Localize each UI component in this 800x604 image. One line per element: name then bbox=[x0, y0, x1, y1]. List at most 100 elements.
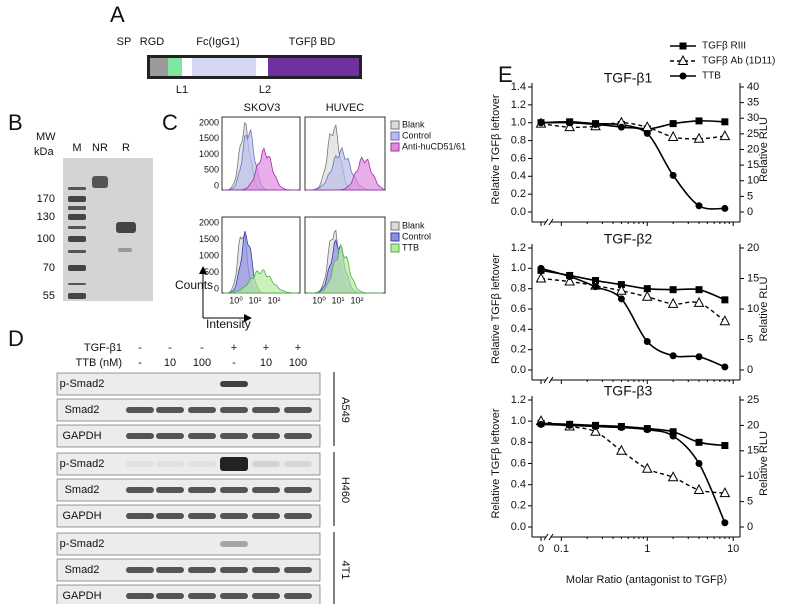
y2-tick-label: 10 bbox=[747, 303, 759, 315]
rgd-domain bbox=[168, 58, 182, 76]
marker-label: 55 bbox=[43, 290, 55, 302]
blot-band bbox=[284, 487, 312, 493]
column-label: SKOV3 bbox=[244, 102, 281, 114]
y-tick-label: 500 bbox=[204, 165, 219, 175]
marker bbox=[695, 353, 703, 361]
blot-band bbox=[252, 433, 280, 439]
condition-value: - bbox=[232, 357, 236, 369]
marker bbox=[721, 204, 729, 212]
x-tick-label: 10² bbox=[350, 295, 363, 305]
marker bbox=[643, 129, 651, 137]
axis-break bbox=[543, 376, 549, 384]
x-tick-label: 10⁰ bbox=[229, 295, 243, 305]
condition-value: - bbox=[138, 357, 142, 369]
blot-band bbox=[284, 433, 312, 439]
mw-label: MW bbox=[36, 131, 56, 143]
axis-break bbox=[548, 218, 554, 226]
tgfb-bd-domain bbox=[268, 58, 359, 76]
histogram bbox=[223, 269, 299, 294]
panel-label: C bbox=[162, 110, 178, 135]
condition-label: TGF-β1 bbox=[84, 342, 122, 354]
legend-label: TGFβ RIII bbox=[702, 41, 746, 52]
marker-band bbox=[68, 226, 86, 229]
marker bbox=[669, 352, 677, 360]
marker bbox=[616, 444, 627, 455]
marker bbox=[719, 487, 731, 498]
y-tick-label: 0.2 bbox=[511, 344, 526, 356]
y-axis-label: Relative TGFβ leftover bbox=[490, 254, 502, 364]
blot-label: p-Smad2 bbox=[60, 378, 105, 390]
marker bbox=[721, 363, 729, 371]
marker-band bbox=[68, 206, 86, 210]
marker bbox=[669, 171, 677, 179]
y2-tick-label: 5 bbox=[747, 190, 753, 202]
y-tick-label: 1500 bbox=[199, 234, 219, 244]
blot-label: GAPDH bbox=[62, 430, 101, 442]
blot-band bbox=[156, 513, 184, 519]
marker bbox=[566, 272, 574, 280]
axis-break bbox=[548, 533, 554, 541]
marker-label: 70 bbox=[43, 262, 55, 274]
arrow-head bbox=[199, 266, 207, 274]
blot-band bbox=[126, 593, 154, 599]
y2-tick-label: 20 bbox=[747, 143, 759, 155]
marker bbox=[721, 519, 729, 527]
axis-break bbox=[548, 376, 554, 384]
marker bbox=[695, 117, 703, 125]
blot-band bbox=[220, 513, 248, 519]
y2-tick-label: 0 bbox=[747, 521, 753, 533]
condition-value: + bbox=[231, 342, 237, 354]
marker bbox=[695, 286, 703, 294]
marker bbox=[721, 296, 729, 304]
y2-tick-label: 5 bbox=[747, 496, 753, 508]
x-tick-label: 10² bbox=[267, 295, 280, 305]
blot-band bbox=[126, 567, 154, 573]
marker bbox=[721, 442, 729, 450]
cell-line-label: A549 bbox=[339, 397, 351, 423]
y-tick-label: 0.4 bbox=[511, 323, 526, 335]
y2-tick-label: 35 bbox=[747, 97, 759, 109]
marker bbox=[537, 119, 545, 127]
linker bbox=[182, 58, 192, 76]
y-tick-label: 1000 bbox=[199, 149, 219, 159]
marker-label: 170 bbox=[37, 193, 55, 205]
blot-band bbox=[188, 487, 216, 493]
cell-line-label: 4T1 bbox=[339, 561, 351, 580]
y-tick-label: 0.6 bbox=[511, 457, 526, 469]
y-tick-label: 1.4 bbox=[511, 81, 526, 93]
sample-band bbox=[118, 248, 132, 252]
y-tick-label: 0.0 bbox=[511, 206, 526, 218]
legend-swatch bbox=[390, 142, 400, 152]
blot-band bbox=[126, 433, 154, 439]
y-tick-label: 0 bbox=[214, 180, 219, 190]
y-tick-label: 0.2 bbox=[511, 500, 526, 512]
blot-label: GAPDH bbox=[62, 590, 101, 602]
condition-value: 10 bbox=[260, 357, 272, 369]
y2-axis-label: Relative RLU bbox=[758, 277, 770, 342]
condition-value: 100 bbox=[193, 357, 211, 369]
blot-band bbox=[156, 407, 184, 413]
blot-band bbox=[126, 513, 154, 519]
y-axis-label: Relative TGFβ leftover bbox=[490, 94, 502, 204]
y-tick-label: 0.8 bbox=[511, 283, 526, 295]
marker bbox=[667, 130, 679, 141]
legend-marker bbox=[679, 42, 687, 50]
y2-tick-label: 5 bbox=[747, 333, 753, 345]
legend-label: TTB bbox=[702, 71, 721, 82]
y-axis-label: Counts bbox=[175, 278, 213, 292]
marker bbox=[643, 338, 651, 346]
blot-band bbox=[156, 487, 184, 493]
blot-band bbox=[220, 541, 248, 547]
legend-swatch bbox=[390, 120, 400, 130]
blot-band bbox=[252, 567, 280, 573]
blot-label: p-Smad2 bbox=[60, 458, 105, 470]
marker bbox=[590, 425, 601, 436]
y-tick-label: 1.0 bbox=[511, 415, 526, 427]
blot-label: Smad2 bbox=[65, 404, 100, 416]
marker bbox=[641, 290, 653, 301]
blot-label: GAPDH bbox=[62, 510, 101, 522]
chart-title: TGF-β2 bbox=[604, 231, 653, 247]
marker-band bbox=[68, 187, 86, 190]
x-axis-label: Intensity bbox=[206, 317, 251, 331]
